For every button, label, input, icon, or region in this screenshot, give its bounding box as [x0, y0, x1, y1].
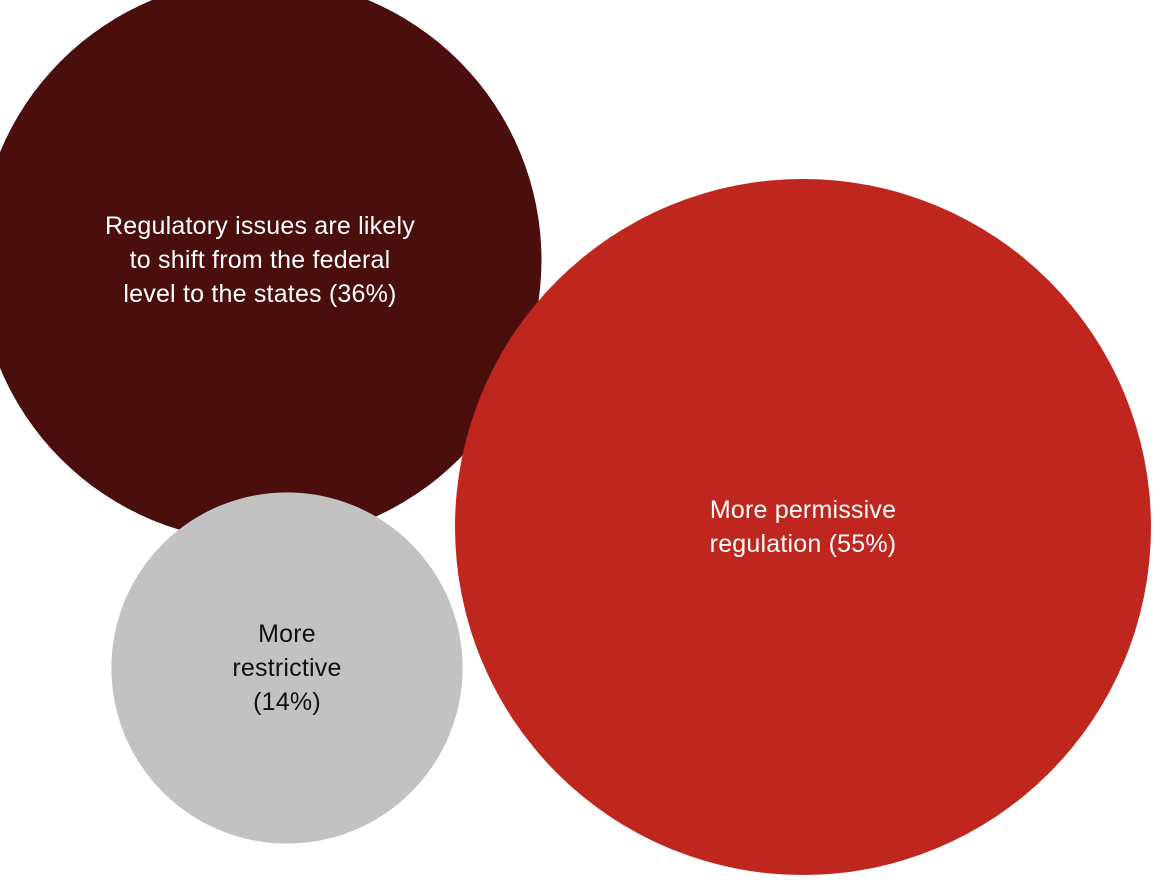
bubble-more-restrictive — [111, 492, 463, 844]
bubble-more-permissive — [455, 179, 1151, 875]
bubble-federal-to-states — [0, 0, 542, 542]
